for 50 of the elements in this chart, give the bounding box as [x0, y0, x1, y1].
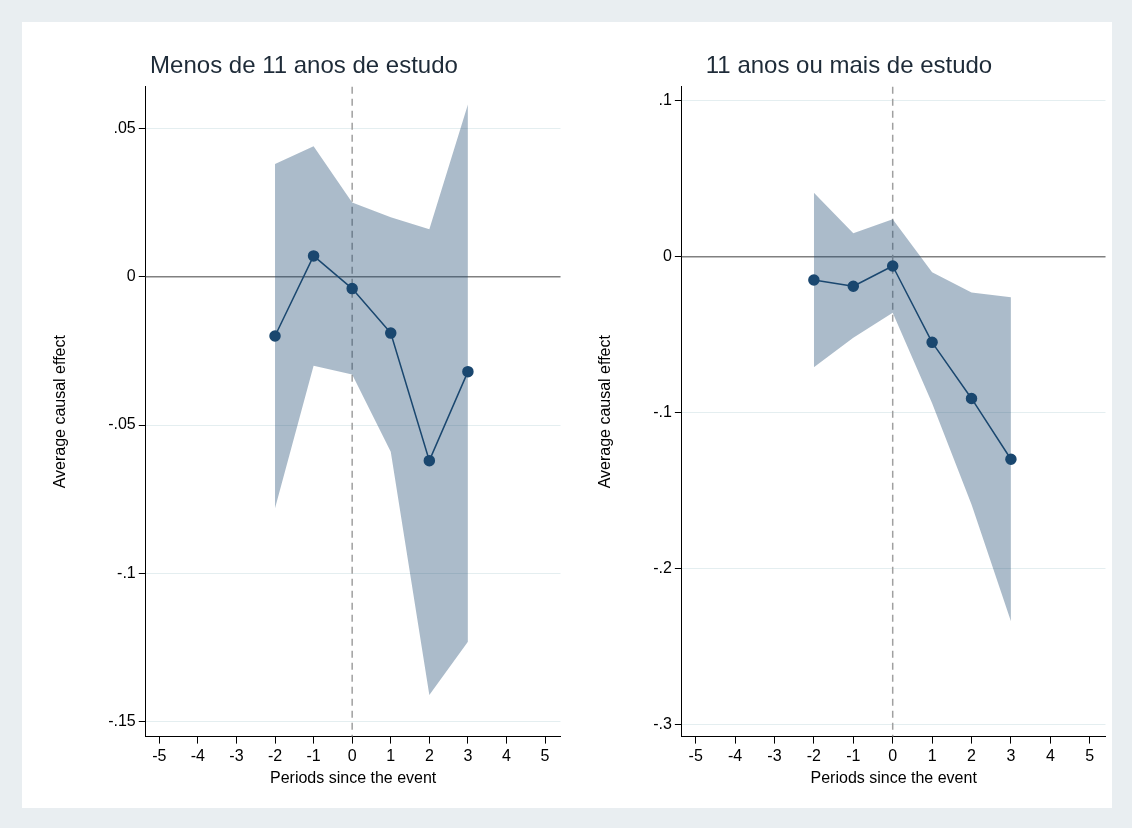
x-tick-label: -4: [190, 746, 206, 764]
point: [307, 250, 320, 262]
point: [965, 392, 978, 405]
point: [269, 330, 281, 342]
point: [385, 327, 397, 339]
point: [886, 260, 899, 272]
x-tick-label: -3: [767, 746, 782, 764]
x-tick-label: 1: [386, 746, 396, 764]
x-tick-label: -5: [152, 746, 167, 764]
chart-title: Menos de 11 anos de estudo: [150, 51, 458, 79]
y-tick-label: -.1: [653, 402, 672, 420]
y-tick-label: -.15: [108, 712, 136, 730]
x-tick-label: 0: [888, 746, 898, 764]
point: [462, 365, 474, 378]
x-tick-label: -5: [688, 746, 703, 764]
x-axis-title: Periods since the event: [269, 768, 437, 786]
x-tick-label: 1: [927, 746, 937, 764]
y-tick-label: -.2: [653, 558, 672, 576]
x-tick-label: 0: [347, 746, 357, 764]
point: [808, 274, 820, 286]
point: [926, 336, 938, 349]
x-tick-label: 4: [1045, 746, 1055, 764]
chart-title: 11 anos ou mais de estudo: [705, 51, 993, 79]
x-tick-label: 5: [1085, 746, 1095, 764]
y-axis-title: Average causal effect: [596, 334, 614, 489]
y-tick-label: -.05: [108, 415, 136, 433]
x-tick-label: 3: [1006, 746, 1016, 764]
y-axis-title: Average causal effect: [51, 334, 69, 489]
x-tick-label: -1: [306, 746, 321, 764]
x-axis-title: Periods since the event: [810, 768, 978, 786]
y-tick-label: -.3: [653, 714, 672, 732]
x-tick-label: 2: [424, 746, 434, 764]
x-tick-label: -1: [846, 746, 861, 764]
y-tick-label: .1: [658, 91, 672, 109]
x-tick-label: -2: [806, 746, 822, 764]
point: [847, 280, 860, 293]
x-tick-label: 3: [463, 746, 473, 764]
x-tick-label: 2: [967, 746, 977, 764]
point: [1005, 453, 1017, 465]
y-tick-label: .05: [113, 118, 136, 136]
x-tick-label: -4: [727, 746, 743, 764]
point: [346, 282, 358, 295]
y-tick-label: -.1: [117, 563, 136, 581]
y-tick-label: 0: [126, 267, 136, 285]
x-tick-label: 4: [502, 746, 512, 764]
y-tick-label: 0: [662, 247, 672, 265]
point: [423, 454, 436, 467]
x-tick-label: -3: [229, 746, 244, 764]
x-tick-label: -2: [267, 746, 283, 764]
x-tick-label: 5: [540, 746, 550, 764]
